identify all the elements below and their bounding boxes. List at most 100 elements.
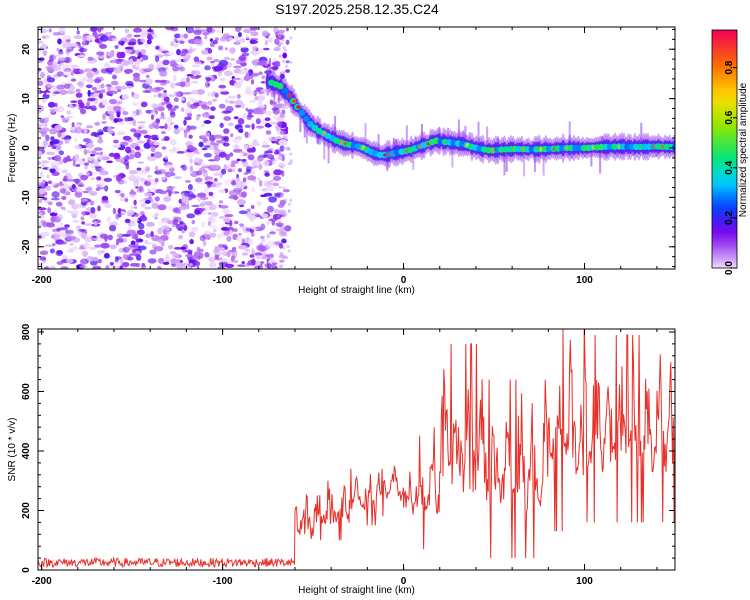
noise-speckle: [94, 236, 104, 242]
y-tick-label: -10: [21, 190, 32, 205]
noise-speckle: [48, 28, 52, 33]
noise-speckle: [56, 227, 61, 232]
noise-speckle: [213, 58, 220, 63]
noise-speckle: [189, 165, 194, 172]
noise-speckle: [218, 216, 228, 219]
noise-speckle: [86, 142, 95, 148]
noise-speckle: [219, 36, 227, 42]
noise-speckle: [224, 263, 235, 268]
noise-speckle: [55, 144, 62, 151]
noise-speckle: [181, 164, 187, 171]
noise-speckle: [97, 249, 102, 256]
noise-speckle: [261, 238, 266, 243]
noise-speckle: [40, 71, 45, 79]
noise-speckle: [239, 223, 245, 227]
noise-speckle: [44, 35, 50, 39]
noise-speckle: [106, 105, 113, 112]
noise-speckle: [213, 228, 217, 233]
noise-speckle: [282, 153, 286, 157]
noise-speckle: [150, 114, 155, 120]
figure-title: S197.2025.258.12.35.C24: [275, 1, 439, 17]
y-tick-label: 200: [21, 502, 32, 519]
noise-speckle: [73, 35, 83, 39]
noise-speckle: [88, 211, 98, 219]
noise-speckle: [117, 131, 125, 136]
noise-speckle: [233, 228, 238, 233]
noise-speckle: [61, 137, 68, 140]
noise-speckle: [162, 54, 171, 57]
noise-speckle: [234, 105, 242, 108]
noise-speckle: [167, 204, 174, 212]
noise-speckle: [157, 48, 164, 53]
noise-speckle: [242, 177, 247, 183]
noise-speckle: [96, 176, 102, 181]
noise-speckle: [136, 229, 145, 235]
noise-speckle: [280, 264, 284, 268]
noise-speckle: [53, 209, 58, 214]
noise-speckle: [76, 30, 80, 35]
y-tick-label: 400: [21, 442, 32, 459]
noise-speckle: [173, 75, 177, 82]
noise-speckle: [96, 156, 101, 159]
noise-speckle: [70, 78, 77, 82]
noise-speckle: [96, 84, 101, 90]
noise-speckle: [132, 102, 139, 107]
noise-speckle: [96, 51, 105, 56]
noise-speckle: [91, 67, 98, 72]
noise-speckle: [165, 253, 170, 260]
noise-speckle: [66, 258, 74, 264]
noise-speckle: [51, 146, 57, 149]
noise-speckle: [51, 191, 60, 198]
noise-speckle: [192, 64, 201, 68]
noise-speckle: [207, 221, 211, 227]
noise-speckle: [209, 262, 217, 268]
noise-speckle: [81, 210, 88, 216]
noise-speckle: [112, 74, 117, 80]
noise-speckle: [129, 206, 134, 209]
noise-speckle: [211, 211, 219, 217]
noise-speckle: [249, 27, 258, 31]
noise-speckle: [278, 139, 288, 146]
noise-speckle: [210, 195, 216, 199]
noise-speckle: [196, 265, 200, 269]
noise-speckle: [139, 215, 148, 222]
noise-speckle: [271, 107, 280, 111]
noise-speckle: [239, 151, 246, 154]
noise-speckle: [233, 35, 239, 42]
noise-speckle: [192, 126, 196, 130]
noise-speckle: [124, 68, 133, 74]
noise-speckle: [261, 252, 268, 258]
noise-speckle: [194, 209, 201, 215]
noise-speckle: [84, 165, 88, 170]
noise-speckle: [209, 225, 218, 230]
noise-speckle: [272, 57, 277, 63]
noise-speckle: [115, 158, 123, 162]
noise-speckle: [125, 146, 132, 154]
noise-speckle: [38, 188, 46, 195]
noise-speckle: [260, 194, 267, 198]
noise-speckle: [266, 154, 275, 159]
noise-speckle: [179, 246, 187, 250]
noise-speckle: [65, 178, 75, 182]
noise-speckle: [90, 207, 96, 214]
y-tick-label: 600: [21, 383, 32, 400]
track-core: [298, 109, 306, 117]
noise-speckle: [276, 39, 280, 43]
noise-speckle: [110, 80, 119, 86]
noise-speckle: [115, 118, 123, 122]
noise-speckle: [109, 51, 115, 58]
noise-speckle: [46, 75, 52, 80]
noise-speckle: [101, 250, 105, 254]
noise-speckle: [124, 198, 129, 203]
noise-speckle: [154, 79, 161, 83]
noise-speckle: [74, 145, 82, 150]
noise-speckle: [273, 175, 282, 181]
noise-speckle: [215, 181, 219, 185]
noise-speckle: [163, 101, 172, 105]
noise-speckle: [58, 140, 63, 146]
noise-speckle: [206, 27, 213, 33]
colorbar-tick-label: 0.0: [724, 261, 735, 275]
noise-speckle: [155, 86, 165, 91]
noise-speckle: [53, 91, 61, 94]
noise-speckle: [116, 233, 122, 237]
